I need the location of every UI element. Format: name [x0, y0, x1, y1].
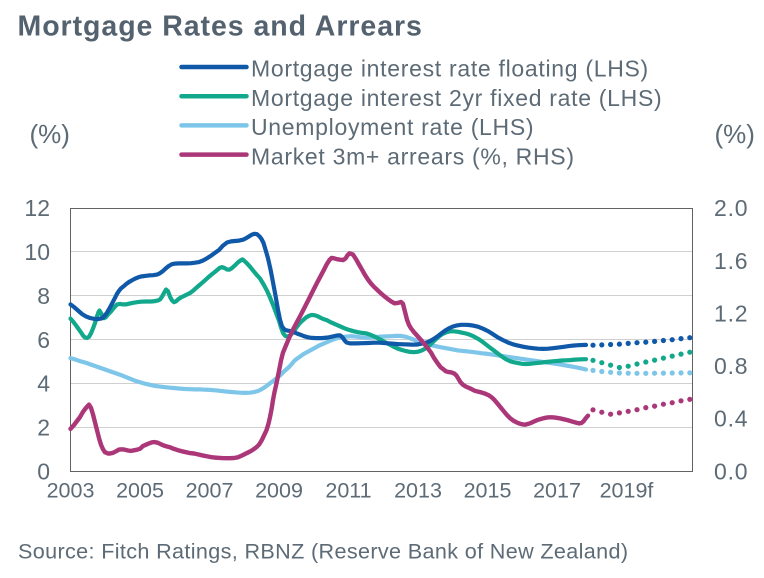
svg-text:2009: 2009: [255, 479, 303, 503]
svg-text:0: 0: [37, 458, 50, 484]
svg-text:10: 10: [24, 239, 50, 265]
svg-text:Market 3m+ arrears (%, RHS): Market 3m+ arrears (%, RHS): [251, 143, 575, 169]
svg-text:1.2: 1.2: [714, 300, 748, 326]
svg-text:2005: 2005: [116, 479, 164, 503]
svg-text:2011: 2011: [325, 479, 371, 503]
svg-text:2007: 2007: [186, 479, 234, 503]
svg-text:0.8: 0.8: [714, 353, 748, 379]
svg-text:Mortgage Rates and Arrears: Mortgage Rates and Arrears: [18, 10, 423, 42]
svg-text:0.4: 0.4: [714, 406, 748, 432]
svg-text:8: 8: [37, 283, 50, 309]
svg-text:12: 12: [24, 195, 50, 221]
svg-text:2015: 2015: [464, 479, 512, 503]
svg-text:0.0: 0.0: [714, 458, 748, 484]
svg-text:Mortgage interest 2yr fixed ra: Mortgage interest 2yr fixed rate (LHS): [251, 85, 662, 111]
svg-text:4: 4: [37, 371, 50, 397]
svg-text:2003: 2003: [47, 479, 95, 503]
svg-text:2013: 2013: [394, 479, 442, 503]
svg-text:2017: 2017: [533, 479, 581, 503]
svg-text:(%): (%): [30, 119, 70, 149]
svg-text:Mortgage interest rate floatin: Mortgage interest rate floating (LHS): [251, 56, 649, 82]
svg-text:Source: Fitch Ratings, RBNZ (R: Source: Fitch Ratings, RBNZ (Reserve Ban…: [18, 539, 628, 564]
svg-text:2019f: 2019f: [600, 479, 654, 503]
svg-text:6: 6: [37, 327, 50, 353]
svg-text:(%): (%): [715, 119, 755, 149]
svg-text:2: 2: [37, 414, 50, 440]
svg-text:1.6: 1.6: [714, 248, 748, 274]
svg-text:2.0: 2.0: [714, 195, 748, 221]
svg-text:Unemployment rate (LHS): Unemployment rate (LHS): [251, 114, 534, 140]
